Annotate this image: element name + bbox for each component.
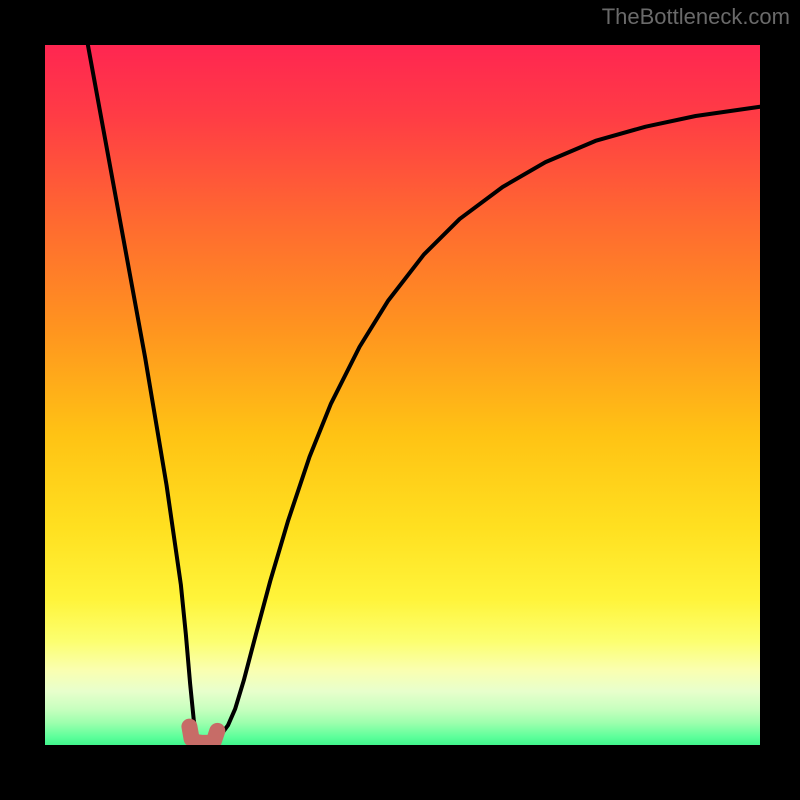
- bottleneck-chart: TheBottleneck.com: [0, 0, 800, 800]
- chart-svg: [0, 0, 800, 800]
- attribution-label: TheBottleneck.com: [602, 4, 790, 30]
